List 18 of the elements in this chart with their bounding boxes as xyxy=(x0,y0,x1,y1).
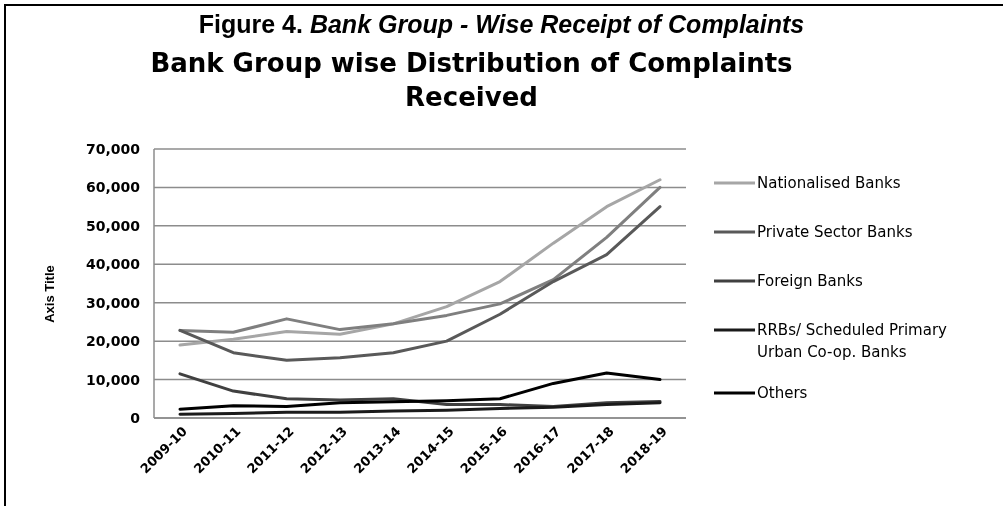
y-tick-label: 10,000 xyxy=(85,371,141,388)
y-tick-label: 30,000 xyxy=(85,294,141,311)
chart-subtitle: Bank Group wise Distribution of Complaints Received xyxy=(150,48,793,112)
y-tick-label: 50,000 xyxy=(85,217,141,234)
legend-label: Private Sector Banks xyxy=(757,223,913,241)
legend-label: RRBs/ Scheduled Primary Urban Co-op. Banks xyxy=(757,321,948,361)
chart-title: Figure 4. Bank Group - Wise Receipt of Complaints xyxy=(198,10,805,38)
y-tick-label: 60,000 xyxy=(85,179,141,196)
y-axis-title: Axis Title xyxy=(42,265,57,323)
y-tick-label: 40,000 xyxy=(85,256,141,273)
y-tick-label: 0 xyxy=(130,410,141,426)
line-series xyxy=(178,401,662,416)
legend-label: Others xyxy=(757,384,808,402)
y-tick-label: 20,000 xyxy=(85,333,141,350)
legend-label: Nationalised Banks xyxy=(757,174,901,192)
line-series xyxy=(178,205,662,362)
y-tick-label: 70,000 xyxy=(85,141,141,157)
legend-label: Foreign Banks xyxy=(757,272,863,290)
